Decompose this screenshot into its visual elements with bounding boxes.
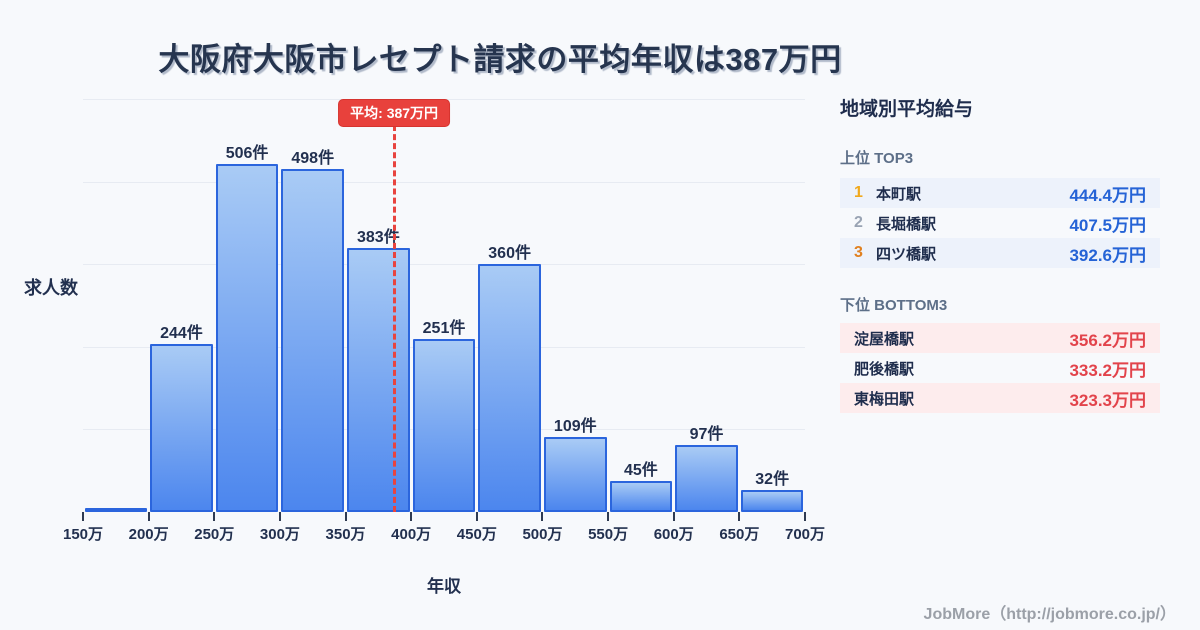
x-axis-tick-label: 400万 xyxy=(391,526,432,543)
page-title: 大阪府大阪市レセプト請求の平均年収は387万円 xyxy=(158,42,842,77)
x-axis-tick xyxy=(344,512,347,521)
histogram-bar xyxy=(215,163,279,512)
region-salary-panel: 地域別平均給与 上位 TOP3 1 本町駅 444.4万円 2 長堀橋駅 407.5万円 3… xyxy=(840,94,1160,413)
x-axis-tick xyxy=(278,512,281,521)
gridline xyxy=(83,264,805,266)
bar-count-label: 97件 xyxy=(689,426,724,444)
station-name: 本町駅 xyxy=(876,185,922,203)
x-axis-tick-label: 300万 xyxy=(259,526,300,543)
histogram-bar xyxy=(412,339,476,512)
station-name: 肥後橋駅 xyxy=(854,360,915,378)
x-axis-tick xyxy=(607,512,610,521)
histogram-bar xyxy=(675,445,738,512)
x-axis-tick-label: 150万 xyxy=(62,526,104,543)
bottom3-heading: 下位 BOTTOM3 xyxy=(840,297,948,314)
station-name: 長堀橋駅 xyxy=(876,215,937,233)
x-axis-tick-label: 450万 xyxy=(456,526,497,543)
average-badge: 平均: 387万円 xyxy=(338,99,451,127)
histogram-bar xyxy=(150,344,213,512)
footer-credit: JobMore（http://jobmore.co.jp/） xyxy=(923,606,1176,623)
y-axis-title: 求人数 xyxy=(24,278,78,298)
bottom3-row: 東梅田駅 323.3万円 xyxy=(840,383,1160,413)
top3-row: 1 本町駅 444.4万円 xyxy=(840,178,1160,208)
top3-row: 3 四ツ橋駅 392.6万円 xyxy=(840,238,1160,268)
x-axis-tick xyxy=(82,512,84,521)
x-axis-tick-label: 600万 xyxy=(653,526,694,543)
top3-row: 2 長堀橋駅 407.5万円 xyxy=(840,208,1160,238)
station-salary-value: 392.6万円 xyxy=(1069,245,1146,265)
panel-title: 地域別平均給与 xyxy=(840,99,974,120)
bottom3-list: 淀屋橋駅 356.2万円肥後橋駅 333.2万円東梅田駅 323.3万円 xyxy=(840,323,1160,413)
bottom3-row: 肥後橋駅 333.2万円 xyxy=(840,353,1160,383)
gridline xyxy=(83,181,805,183)
bar-count-label: 383件 xyxy=(357,229,400,247)
x-axis-tick-label: 200万 xyxy=(128,526,169,543)
histogram-bar xyxy=(478,264,541,512)
station-name: 淀屋橋駅 xyxy=(854,330,915,348)
histogram-bar xyxy=(609,481,673,512)
x-axis-tick-label: 700万 xyxy=(784,526,826,543)
top3-heading: 上位 TOP3 xyxy=(840,150,914,167)
station-salary-value: 333.2万円 xyxy=(1069,360,1146,380)
x-axis-tick xyxy=(541,512,544,521)
station-salary-value: 356.2万円 xyxy=(1069,330,1146,350)
bar-count-label: 244件 xyxy=(160,325,203,343)
rank-number: 1 xyxy=(854,184,863,201)
histogram-bar xyxy=(740,489,804,512)
x-axis-tick xyxy=(672,512,675,521)
bar-count-label: 251件 xyxy=(422,320,466,338)
bar-count-label: 498件 xyxy=(291,150,335,168)
station-name: 四ツ橋駅 xyxy=(876,245,937,263)
bar-count-label: 45件 xyxy=(624,462,658,480)
x-axis-tick xyxy=(410,512,413,521)
station-salary-value: 323.3万円 xyxy=(1069,390,1146,410)
plot-area: 244件 506件 498件 383件 251件 360件 109件 45件 97件 32件 150… xyxy=(63,99,825,543)
x-axis-tick-label: 650万 xyxy=(719,526,760,543)
station-name: 東梅田駅 xyxy=(854,390,915,408)
top3-list: 1 本町駅 444.4万円 2 長堀橋駅 407.5万円 3 四ツ橋駅 392.6万円 xyxy=(840,178,1160,268)
station-salary-value: 444.4万円 xyxy=(1069,185,1146,205)
x-axis-title: 年収 xyxy=(427,577,461,596)
x-axis-tick-label: 500万 xyxy=(522,526,563,543)
bar-count-label: 506件 xyxy=(225,144,269,162)
bar-count-label: 32件 xyxy=(755,470,790,488)
x-axis-tick xyxy=(738,512,741,521)
histogram-bar xyxy=(281,169,345,512)
bar-count-label: 109件 xyxy=(553,417,597,435)
x-axis-tick xyxy=(475,512,478,521)
x-axis-tick xyxy=(804,512,806,521)
station-salary-value: 407.5万円 xyxy=(1069,215,1146,235)
x-axis-tick-label: 550万 xyxy=(588,526,629,543)
histogram-bar xyxy=(84,508,148,512)
x-axis-tick-label: 350万 xyxy=(325,526,366,543)
histogram-bar xyxy=(347,248,410,512)
x-axis-tick xyxy=(147,512,150,521)
rank-number: 2 xyxy=(854,214,863,231)
histogram-bar xyxy=(543,436,607,512)
bottom3-row: 淀屋橋駅 356.2万円 xyxy=(840,323,1160,353)
x-axis-tick-label: 250万 xyxy=(194,526,235,543)
x-axis-tick xyxy=(213,512,216,521)
average-line xyxy=(392,125,396,512)
bar-count-label: 360件 xyxy=(488,245,531,263)
rank-number: 3 xyxy=(854,244,863,261)
